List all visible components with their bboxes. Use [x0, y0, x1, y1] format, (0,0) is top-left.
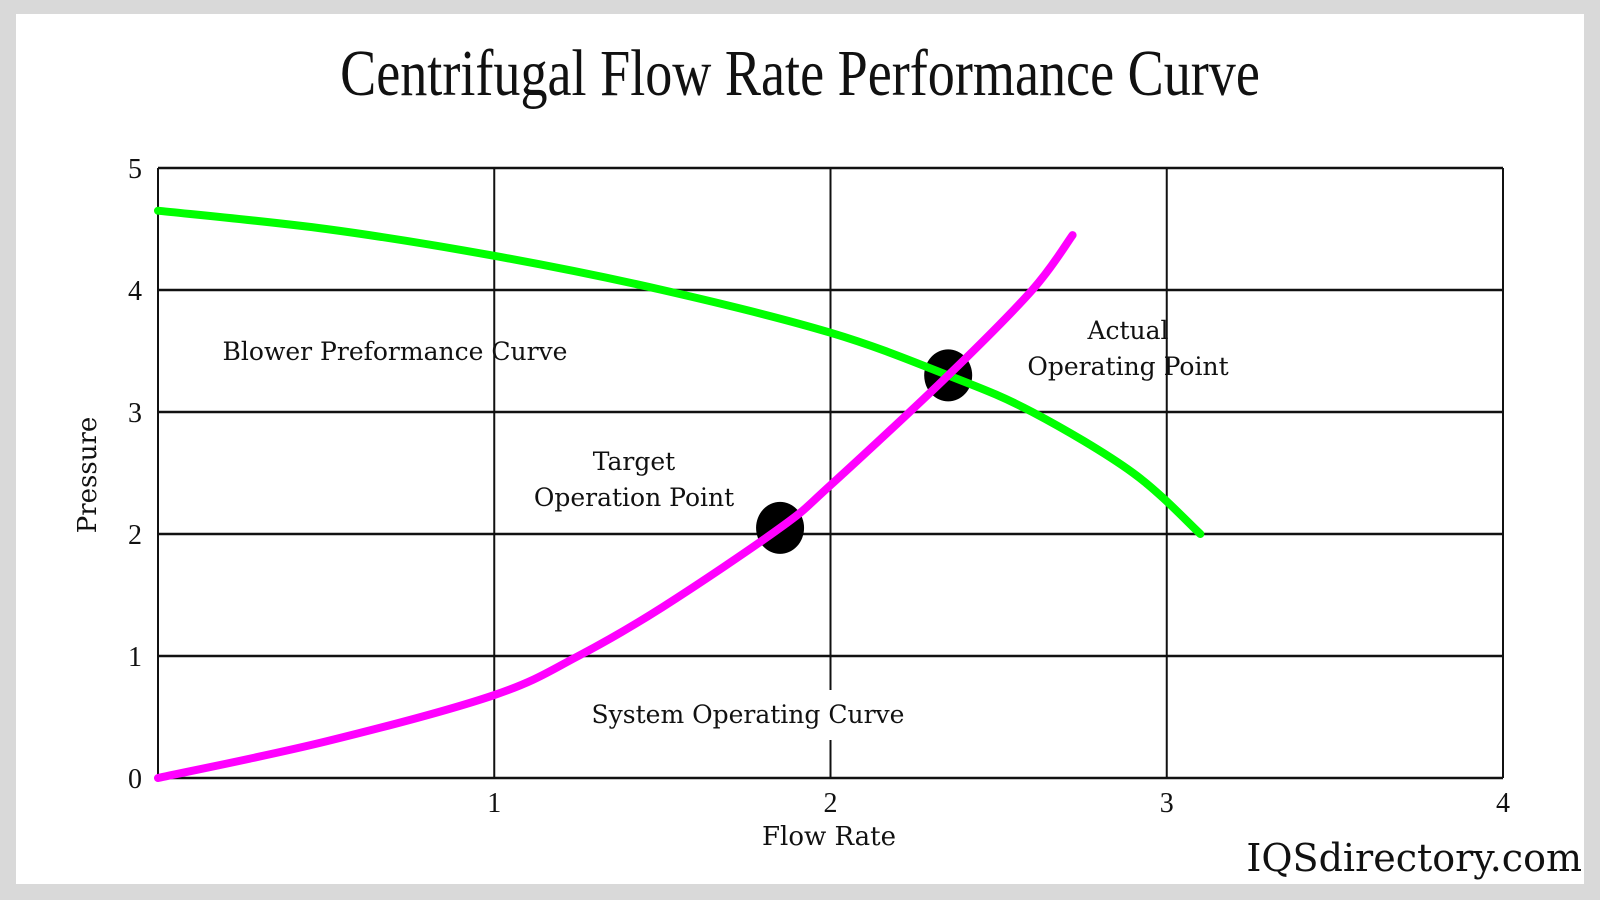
- annotation-actual-line1: Actual: [1086, 316, 1168, 345]
- annotation-target-line2: Operation Point: [534, 483, 734, 512]
- x-tick-label: 4: [1496, 788, 1510, 819]
- y-tick-label: 5: [128, 154, 142, 185]
- x-axis-label: Flow Rate: [762, 822, 896, 852]
- y-tick-label: 3: [128, 398, 142, 429]
- y-axis-label: Pressure: [73, 417, 103, 534]
- y-tick-label: 1: [128, 642, 142, 673]
- series-line-system-operating-curve: [154, 231, 1077, 782]
- x-tick-label: 1: [487, 788, 501, 819]
- brand-watermark: IQSdirectory.com: [1246, 836, 1582, 880]
- annotation-target-line1: Target: [593, 447, 675, 476]
- annotation-actual-line2: Operating Point: [1027, 352, 1228, 381]
- y-tick-label: 2: [128, 520, 142, 551]
- x-tick-label: 3: [1160, 788, 1174, 819]
- annotation-blower: Blower Preformance Curve: [223, 337, 568, 366]
- system-label-bg: [578, 690, 908, 740]
- series-line-blower-preformance-curve: [154, 206, 1205, 538]
- y-tick-label: 0: [128, 764, 142, 795]
- y-tick-label: 4: [128, 276, 142, 307]
- chart-title: Centrifugal Flow Rate Performance Curve: [340, 37, 1260, 110]
- x-tick-label: 2: [824, 788, 838, 819]
- annotation-system: System Operating Curve: [592, 700, 905, 729]
